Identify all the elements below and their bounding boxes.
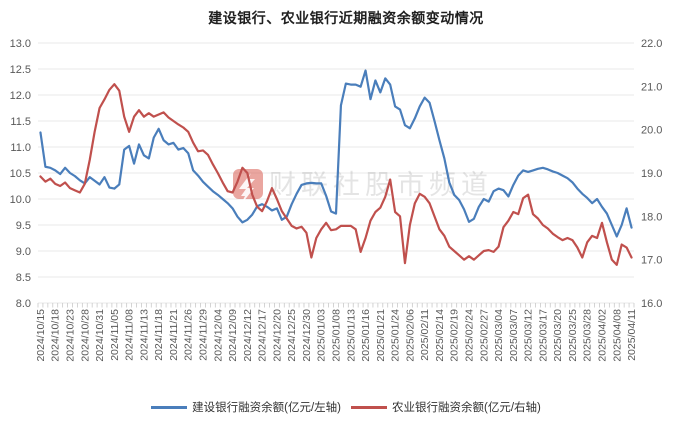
x-axis-date-label: 2024/12/25	[286, 309, 298, 362]
x-axis-date-label: 2025/01/21	[375, 309, 387, 362]
x-axis-date-label: 2025/03/12	[523, 309, 535, 362]
x-axis-date-label: 2024/12/04	[212, 309, 224, 362]
left-axis-tick-label: 10.5	[10, 168, 31, 180]
x-axis-date-label: 2025/01/03	[316, 309, 328, 362]
right-axis-tick-label: 18.0	[641, 211, 662, 223]
ccb-series-line	[39, 69, 633, 238]
x-axis-date-label: 2024/11/08	[124, 309, 136, 361]
x-axis-date-label: 2025/03/07	[508, 309, 520, 362]
x-axis-date-label: 2025/01/16	[360, 309, 372, 362]
x-axis-date-label: 2024/11/29	[198, 309, 210, 361]
abc-series-line	[39, 83, 633, 266]
right-axis-tick-label: 20.0	[641, 125, 662, 137]
ccb-line-swatch	[151, 405, 188, 409]
x-axis-date-label: 2024/12/09	[227, 309, 239, 362]
x-axis-date-label: 2024/11/13	[138, 309, 150, 361]
right-axis-tick-label: 21.0	[641, 81, 662, 93]
x-axis-date-label: 2024/11/26	[183, 309, 195, 361]
right-axis-tick-label: 19.0	[641, 168, 662, 180]
x-axis-date-label: 2024/10/31	[94, 309, 106, 362]
left-axis-tick-label: 9.0	[16, 246, 31, 258]
left-axis-tick-label: 11.5	[10, 116, 31, 128]
x-axis-date-label: 2025/02/14	[434, 309, 446, 362]
cailian-lightning-logo	[233, 169, 263, 206]
legend-item-abc: 农业银行融资余额(亿元/右轴)	[351, 399, 541, 415]
left-axis-tick-label: 9.5	[16, 220, 31, 232]
left-axis-tick-label: 8.5	[16, 272, 31, 284]
x-axis-date-label: 2024/11/21	[168, 309, 180, 361]
x-axis-date-label: 2025/01/08	[331, 309, 343, 362]
x-axis-date-label: 2024/10/15	[35, 309, 47, 362]
x-axis-date-label: 2025/04/11	[626, 309, 638, 361]
x-axis-date-label: 2024/11/05	[109, 309, 121, 361]
x-axis-date-label: 2025/02/24	[463, 309, 475, 362]
left-axis-tick-label: 12.5	[10, 64, 31, 76]
x-axis-date-label: 2025/03/04	[493, 309, 505, 362]
chart-title: 建设银行、农业银行近期融资余额变动情况	[208, 10, 484, 26]
right-axis-tick-label: 22.0	[641, 38, 662, 50]
x-axis-date-label: 2025/03/17	[537, 309, 549, 362]
left-axis-tick-label: 11.0	[10, 142, 31, 154]
x-axis-date-label: 2025/03/25	[567, 309, 579, 362]
abc-line-swatch	[351, 405, 387, 409]
chart-legend: 建设银行融资余额(亿元/左轴) 农业银行融资余额(亿元/右轴)	[0, 399, 692, 415]
right-axis-tick-label: 17.0	[641, 255, 662, 267]
x-axis-date-label: 2025/02/11	[419, 309, 431, 361]
x-axis-date-label: 2024/11/18	[153, 309, 165, 361]
x-axis-date-label: 2024/12/12	[242, 309, 254, 362]
left-axis-tick-label: 13.0	[10, 38, 31, 50]
x-axis-date-label: 2024/10/23	[65, 309, 77, 362]
x-axis-date-label: 2025/04/02	[596, 309, 608, 362]
x-axis-date-label: 2024/12/17	[257, 309, 269, 362]
x-axis-date-label: 2024/12/20	[271, 309, 283, 362]
x-axis-date-label: 2025/02/19	[449, 309, 461, 362]
x-axis-date-label: 2025/02/06	[404, 309, 416, 362]
legend-item-ccb: 建设银行融资余额(亿元/左轴)	[151, 399, 341, 415]
x-axis-date-label: 2024/12/30	[301, 309, 313, 362]
x-axis-date-label: 2025/01/13	[345, 309, 357, 362]
x-axis-date-label: 2024/10/18	[50, 309, 62, 362]
right-axis-tick-label: 16.0	[641, 298, 662, 310]
watermark: 财联社股市频道	[233, 169, 488, 206]
legend-label-ccb: 建设银行融资余额(亿元/左轴)	[192, 402, 341, 414]
x-axis-date-label: 2024/10/28	[79, 309, 91, 362]
legend-label-abc: 农业银行融资余额(亿元/右轴)	[392, 402, 541, 414]
x-axis-date-label: 2025/01/24	[390, 309, 402, 362]
left-axis-tick-label: 10.0	[10, 194, 31, 206]
left-axis-tick-label: 12.0	[10, 90, 31, 102]
left-axis-tick-label: 8.0	[16, 298, 31, 310]
x-axis-date-label: 2025/02/27	[478, 309, 490, 362]
x-axis-date-label: 2025/03/20	[552, 309, 564, 362]
x-axis-date-label: 2025/04/08	[611, 309, 623, 362]
x-axis-date-label: 2025/03/28	[582, 309, 594, 362]
